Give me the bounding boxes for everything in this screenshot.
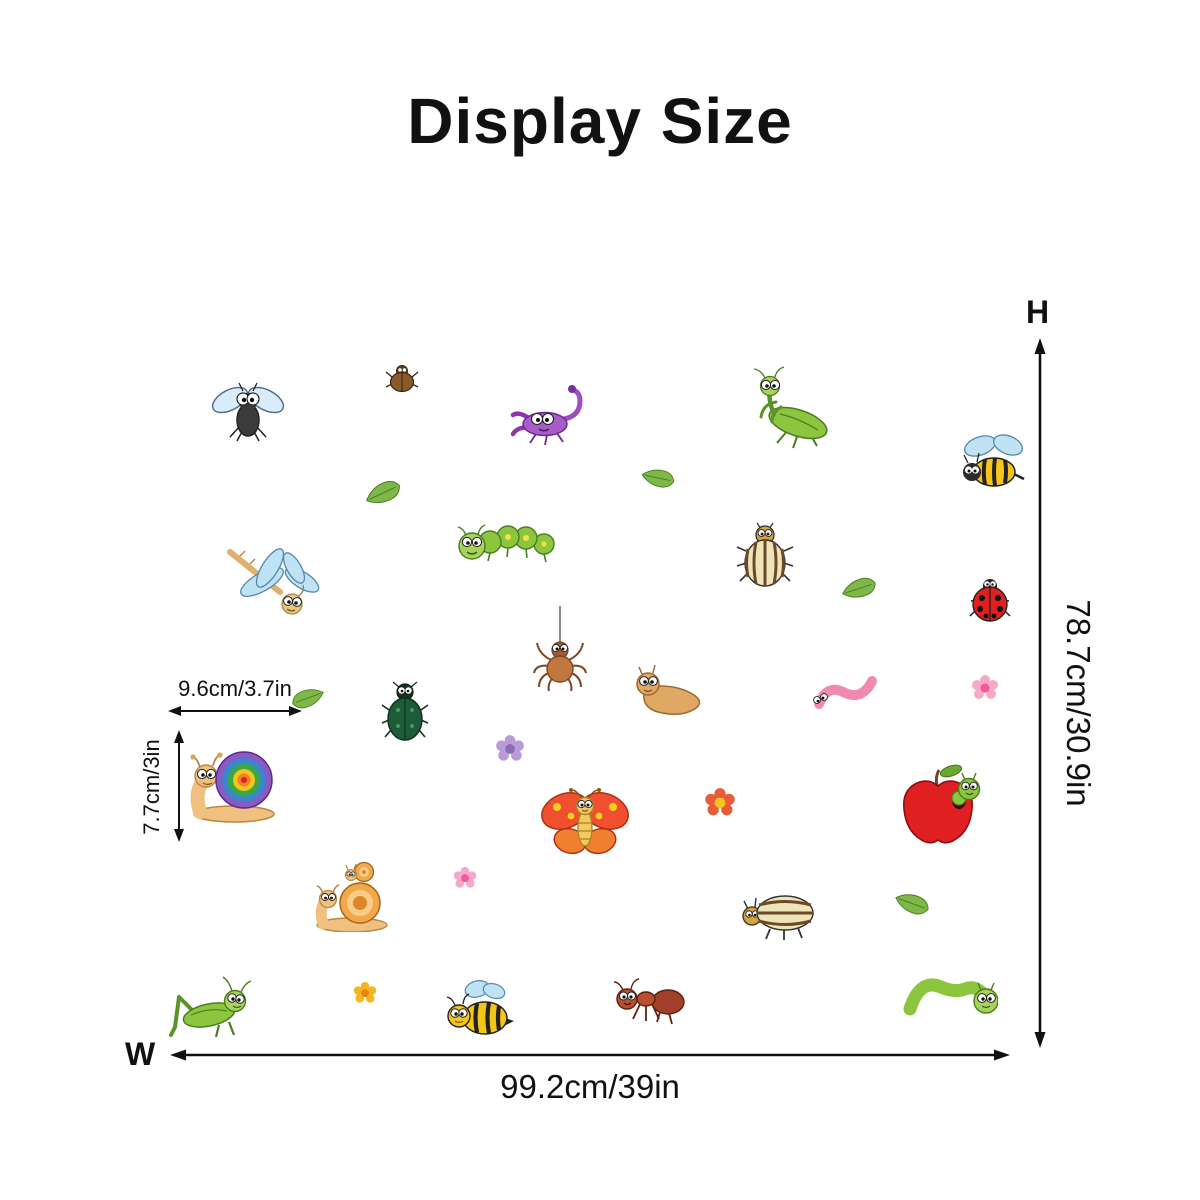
rainbow-snail-icon [184, 732, 280, 824]
caterpillar-icon [456, 510, 560, 566]
grasshopper-icon [163, 967, 251, 1047]
ant-icon [611, 969, 685, 1029]
flower-red-icon [703, 787, 737, 821]
bee-icon [443, 976, 517, 1042]
page-title: Display Size [407, 85, 793, 157]
butterfly-icon [538, 783, 632, 865]
flower-pink-icon [970, 674, 1000, 704]
colorado-beetle-icon [733, 521, 797, 589]
height-axis-letter: H [1026, 294, 1050, 330]
leaf-icon [288, 682, 329, 713]
leaf-icon [360, 475, 406, 512]
flower-pink-icon [452, 866, 478, 892]
snail-height-arrow [170, 730, 188, 842]
width-axis-letter: W [125, 1036, 156, 1072]
dung-beetle-icon [383, 361, 421, 395]
leaf-icon [638, 464, 677, 491]
leaf-icon [891, 887, 934, 920]
apple-with-caterpillar-icon [893, 758, 987, 850]
slug-icon [630, 660, 706, 718]
snail-family-icon [307, 852, 393, 932]
snail-width-arrow [168, 702, 302, 720]
flower-purple-icon [494, 734, 526, 766]
leaf-icon [838, 573, 881, 605]
inchworm-icon [902, 963, 998, 1025]
snail-width-label: 9.6cm/3.7in [178, 676, 292, 701]
green-beetle-icon [379, 680, 431, 742]
pink-worm-icon [809, 670, 881, 718]
hornet-icon [954, 430, 1030, 498]
flower-yellow-icon [352, 981, 378, 1007]
scorpion-icon [506, 377, 588, 449]
spider-icon [532, 606, 588, 694]
praying-mantis-icon [740, 366, 836, 450]
fly-icon [210, 374, 286, 446]
height-arrow [1030, 338, 1050, 1048]
height-value-label: 78.7cm/30.9in [1060, 599, 1097, 807]
width-value-label: 99.2cm/39in [500, 1068, 680, 1105]
width-arrow [170, 1045, 1010, 1065]
ladybug-icon [967, 576, 1013, 624]
striped-beetle-icon [740, 885, 816, 943]
dragonfly-icon [218, 540, 324, 632]
snail-height-label: 7.7cm/3in [139, 739, 164, 835]
